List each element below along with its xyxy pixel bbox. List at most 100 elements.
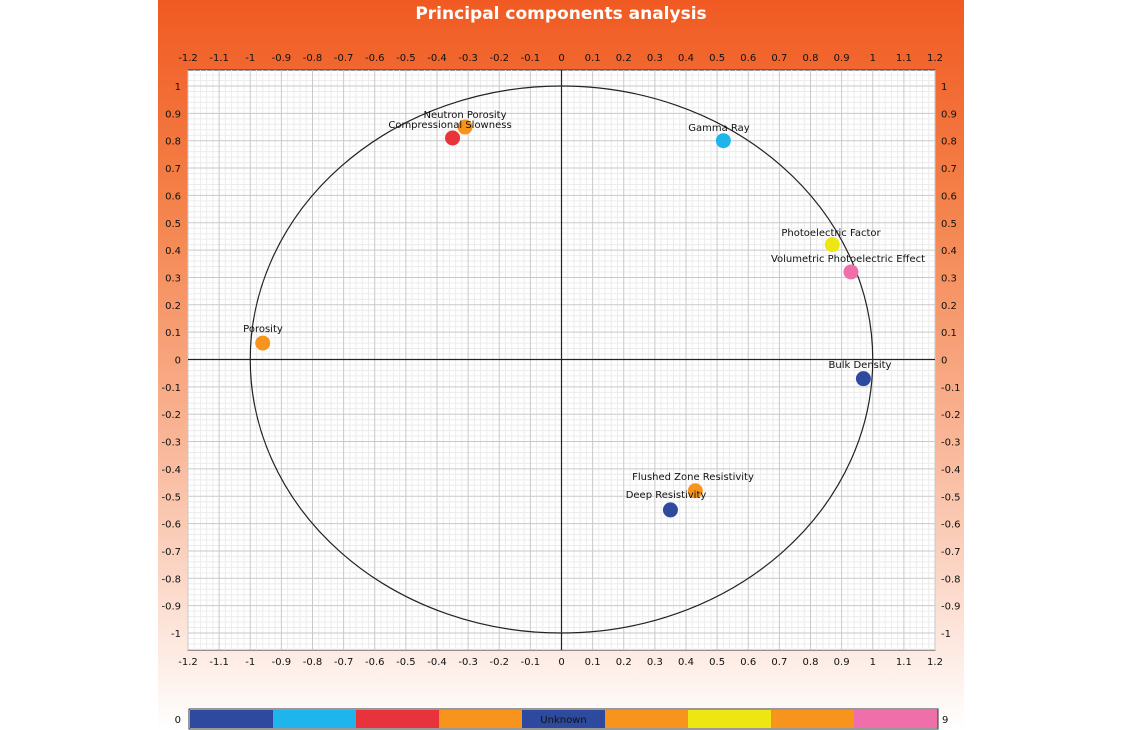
x-tick-label-top: -0.4 bbox=[427, 53, 447, 64]
y-tick-label-right: 0.9 bbox=[941, 109, 957, 120]
x-tick-label-bottom: 0.7 bbox=[771, 657, 787, 668]
data-point-label: Deep Resistivity bbox=[626, 490, 707, 501]
data-point-label: Neutron Porosity bbox=[423, 110, 506, 121]
colorbar-segment bbox=[190, 710, 274, 728]
data-point bbox=[445, 130, 461, 146]
x-tick-label-bottom: 1 bbox=[870, 657, 876, 668]
correlation-circle bbox=[249, 85, 874, 634]
x-tick-label-top: -0.7 bbox=[334, 53, 354, 64]
data-point bbox=[843, 264, 859, 280]
y-tick-label-right: 0 bbox=[941, 356, 947, 367]
x-tick-label-bottom: 0.3 bbox=[647, 657, 663, 668]
y-tick-label-left: -1 bbox=[171, 629, 181, 640]
y-tick-label-left: -0.9 bbox=[161, 602, 181, 613]
data-point bbox=[255, 335, 271, 351]
x-tick-label-bottom: -0.9 bbox=[272, 657, 292, 668]
x-tick-label-bottom: -1 bbox=[245, 657, 255, 668]
y-tick-label-left: 0.4 bbox=[165, 246, 181, 257]
x-tick-label-bottom: 0.5 bbox=[709, 657, 725, 668]
y-tick-label-left: 0 bbox=[175, 356, 181, 367]
x-tick-label-bottom: -0.6 bbox=[365, 657, 385, 668]
x-tick-label-top: 0.8 bbox=[803, 53, 819, 64]
colorbar-segment bbox=[356, 710, 440, 728]
y-tick-label-right: 0.8 bbox=[941, 137, 957, 148]
y-tick-label-left: 0.9 bbox=[165, 109, 181, 120]
x-tick-label-top: -0.1 bbox=[521, 53, 541, 64]
x-tick-label-top: -0.2 bbox=[489, 53, 509, 64]
y-tick-label-right: -0.1 bbox=[941, 383, 961, 394]
y-tick-label-right: -0.8 bbox=[941, 574, 961, 585]
y-tick-label-right: -0.7 bbox=[941, 547, 961, 558]
x-tick-label-top: -0.6 bbox=[365, 53, 385, 64]
y-tick-label-left: 0.1 bbox=[165, 328, 181, 339]
y-tick-label-left: -0.5 bbox=[161, 492, 181, 503]
x-tick-label-bottom: -1.2 bbox=[178, 657, 198, 668]
y-ticks-right: 1 0.9 0.8 0.7 0.6 0.5 0.4 0.3 0.2 0.1 0 -0.1 -0.2 -0.… bbox=[941, 82, 961, 640]
unit-circle bbox=[249, 85, 874, 634]
y-tick-label-left: 0.8 bbox=[165, 137, 181, 148]
x-tick-label-bottom: 0 bbox=[558, 657, 564, 668]
y-tick-label-right: -0.5 bbox=[941, 492, 961, 503]
y-tick-label-right: -0.6 bbox=[941, 520, 961, 531]
x-tick-label-top: 1 bbox=[870, 53, 876, 64]
x-tick-label-bottom: 0.8 bbox=[803, 657, 819, 668]
x-ticks-bottom: -1.2 -1.1 -1 -0.9 -0.8 -0.7 -0.6 -0.5 -0.4 -0.3 -0… bbox=[178, 657, 943, 668]
y-tick-label-right: -0.9 bbox=[941, 602, 961, 613]
y-tick-label-right: 1 bbox=[941, 82, 947, 93]
data-point-label: Compressional Slowness bbox=[388, 120, 511, 131]
x-tick-label-bottom: 0.1 bbox=[585, 657, 601, 668]
y-tick-label-left: 0.3 bbox=[165, 273, 181, 284]
data-point-label: Flushed Zone Resistivity bbox=[632, 472, 754, 483]
y-tick-label-right: 0.3 bbox=[941, 273, 957, 284]
x-tick-label-top: 0.5 bbox=[709, 53, 725, 64]
colorbar-segment bbox=[522, 710, 606, 728]
data-point bbox=[457, 119, 473, 135]
colorbar-min-label: 0 bbox=[175, 715, 181, 726]
x-tick-label-bottom: 1.2 bbox=[927, 657, 943, 668]
y-tick-label-left: -0.2 bbox=[161, 410, 181, 421]
y-tick-label-left: -0.3 bbox=[161, 438, 181, 449]
y-tick-label-right: -1 bbox=[941, 629, 951, 640]
x-tick-label-bottom: -0.4 bbox=[427, 657, 447, 668]
x-tick-label-bottom: -0.5 bbox=[396, 657, 416, 668]
y-tick-label-left: -0.1 bbox=[161, 383, 181, 394]
chart-title: Principal components analysis bbox=[415, 4, 707, 24]
y-tick-label-left: 0.2 bbox=[165, 301, 181, 312]
data-point-label: Photoelectric Factor bbox=[781, 228, 881, 239]
colorbar-segment bbox=[605, 710, 689, 728]
x-tick-label-top: 0.2 bbox=[616, 53, 632, 64]
x-tick-label-top: 0.9 bbox=[834, 53, 850, 64]
data-point-label: Volumetric Photoelectric Effect bbox=[771, 254, 925, 265]
x-ticks-top: -1.2 -1.1 -1 -0.9 -0.8 -0.7 -0.6 -0.5 -0.4 -0.3 -0… bbox=[178, 53, 943, 64]
x-tick-label-top: -1.1 bbox=[209, 53, 229, 64]
y-tick-label-left: 1 bbox=[175, 82, 181, 93]
colorbar-center-label: Unknown bbox=[540, 715, 586, 726]
colorbar-max-label: 9 bbox=[942, 715, 948, 726]
y-tick-label-left: 0.6 bbox=[165, 191, 181, 202]
x-tick-label-top: 1.1 bbox=[896, 53, 912, 64]
data-point-label: Porosity bbox=[243, 324, 283, 335]
y-ticks-left: 1 0.9 0.8 0.7 0.6 0.5 0.4 0.3 0.2 0.1 0 -0.1 -0.2 -0.… bbox=[161, 82, 181, 640]
x-tick-label-bottom: -1.1 bbox=[209, 657, 229, 668]
x-tick-label-bottom: 0.6 bbox=[740, 657, 756, 668]
colorbar-segment bbox=[771, 710, 855, 728]
x-tick-label-top: -1 bbox=[245, 53, 255, 64]
y-tick-label-right: 0.2 bbox=[941, 301, 957, 312]
y-tick-label-right: -0.2 bbox=[941, 410, 961, 421]
data-point bbox=[687, 483, 703, 499]
data-point bbox=[824, 237, 840, 253]
data-point bbox=[715, 133, 731, 149]
x-tick-label-top: 0.6 bbox=[740, 53, 756, 64]
x-tick-label-top: 0 bbox=[558, 53, 564, 64]
y-tick-label-right: -0.3 bbox=[941, 438, 961, 449]
x-tick-label-top: 0.4 bbox=[678, 53, 694, 64]
x-tick-label-bottom: 1.1 bbox=[896, 657, 912, 668]
y-tick-label-left: 0.5 bbox=[165, 219, 181, 230]
x-tick-label-top: -0.3 bbox=[458, 53, 478, 64]
x-tick-label-top: 1.2 bbox=[927, 53, 943, 64]
x-tick-label-bottom: -0.7 bbox=[334, 657, 354, 668]
x-tick-label-bottom: 0.2 bbox=[616, 657, 632, 668]
colorbar-segment bbox=[439, 710, 523, 728]
